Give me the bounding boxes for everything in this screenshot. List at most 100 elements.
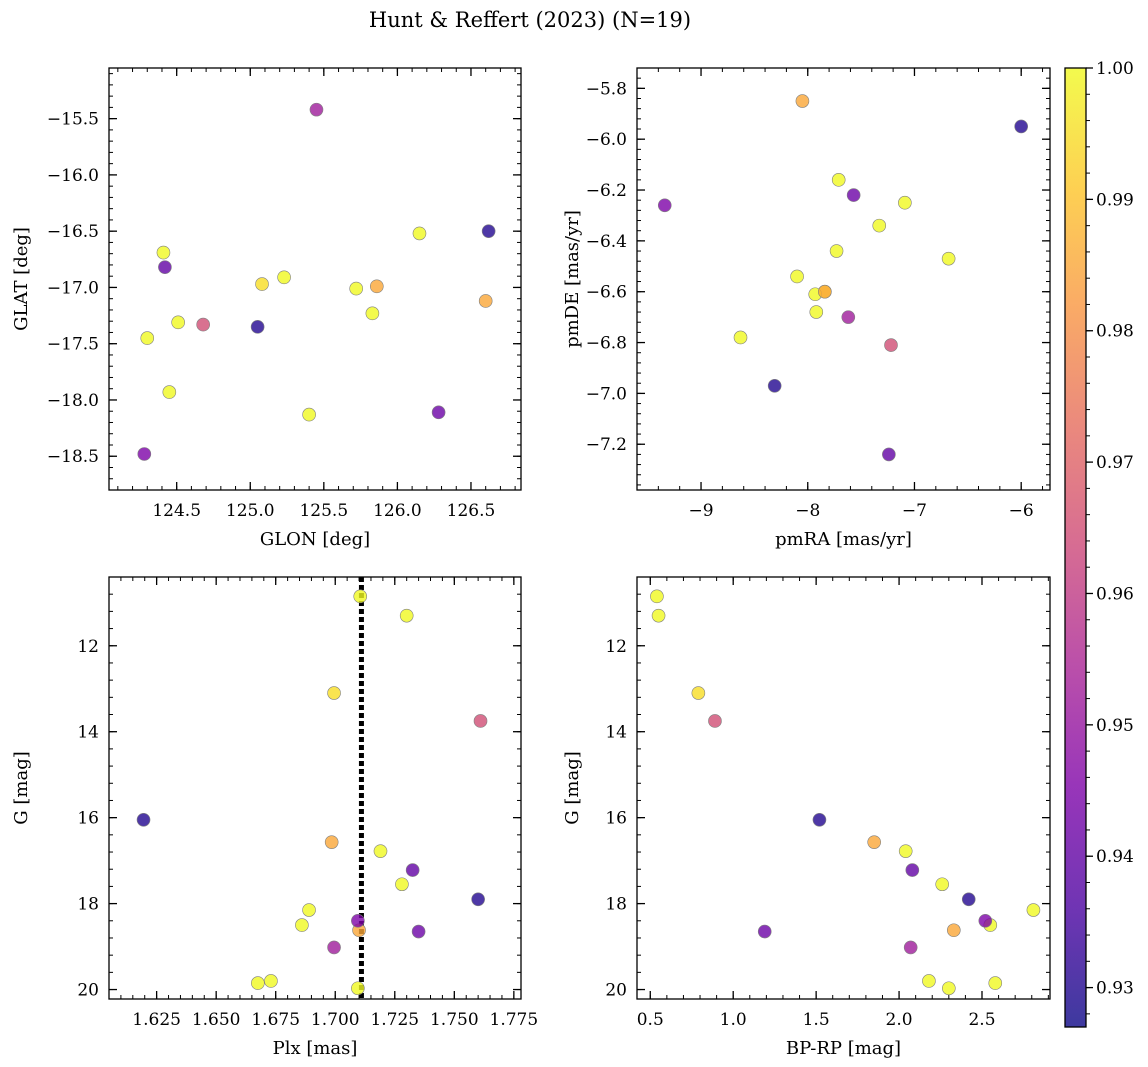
data-point xyxy=(431,405,446,420)
colorbar-tick-label: 0.98 xyxy=(1096,322,1134,342)
data-point xyxy=(1026,903,1041,917)
data-point xyxy=(795,94,810,108)
data-point xyxy=(905,863,920,877)
y-axis-label: G [mag] xyxy=(11,751,32,824)
x-tick-label: 125.5 xyxy=(299,501,348,521)
data-point xyxy=(651,608,666,623)
x-tick-label: 1.750 xyxy=(430,1010,479,1030)
x-tick-label: −8 xyxy=(795,501,820,521)
colorbar-frame xyxy=(1064,67,1087,1028)
panel-bprp-g-ticks xyxy=(637,576,1050,999)
data-point xyxy=(351,913,365,928)
data-point xyxy=(903,940,918,955)
data-point xyxy=(250,320,265,334)
x-tick-label: −7 xyxy=(902,501,927,521)
x-tick-label: 1.5 xyxy=(803,1010,830,1030)
data-point xyxy=(935,877,949,892)
data-point xyxy=(872,218,887,233)
data-point xyxy=(156,245,171,260)
data-point xyxy=(650,589,664,604)
data-point xyxy=(733,330,748,345)
x-tick-label: −9 xyxy=(688,501,713,521)
data-point xyxy=(137,447,152,461)
data-point xyxy=(324,835,339,849)
data-point xyxy=(809,305,824,319)
data-point xyxy=(922,974,936,988)
data-point xyxy=(264,974,278,988)
x-tick-label: 2.0 xyxy=(886,1010,913,1030)
data-point xyxy=(412,226,427,241)
data-point xyxy=(349,281,364,296)
data-point xyxy=(942,981,956,996)
colorbar-tick-label: 0.93 xyxy=(1096,979,1134,999)
panel-plx-g-points xyxy=(136,589,488,996)
colorbar-tick-label: 1.00 xyxy=(1096,59,1134,79)
data-point xyxy=(767,378,782,393)
data-point xyxy=(302,407,316,422)
y-tick-label: 16 xyxy=(77,809,99,829)
x-tick-label: 1.775 xyxy=(490,1010,539,1030)
data-point xyxy=(327,940,341,955)
x-tick-label: −6 xyxy=(1009,501,1034,521)
plot-frame xyxy=(636,67,1051,491)
data-point xyxy=(812,813,827,827)
data-point xyxy=(898,195,912,210)
data-point xyxy=(961,892,976,907)
data-point xyxy=(829,244,844,258)
colorbar-gradient xyxy=(1065,68,1086,1027)
y-tick-label: −5.8 xyxy=(586,79,627,99)
colorbar-tick-label: 0.94 xyxy=(1096,847,1134,867)
x-tick-label: 1.650 xyxy=(192,1010,241,1030)
y-tick-label: −16.5 xyxy=(47,222,99,242)
y-tick-label: 12 xyxy=(605,637,627,657)
data-point xyxy=(691,686,706,700)
data-point xyxy=(295,918,309,932)
panel-glon-glat-points xyxy=(137,102,496,461)
data-point xyxy=(867,835,881,849)
colorbar-tick-label: 0.99 xyxy=(1096,190,1134,210)
panel-bprp-g-points xyxy=(650,589,1041,996)
y-tick-label: 16 xyxy=(605,809,627,829)
y-axis-label: GLAT [deg] xyxy=(11,227,32,331)
y-tick-label: 20 xyxy=(77,981,99,1001)
y-tick-label: −6.8 xyxy=(586,334,627,354)
data-point xyxy=(302,903,316,917)
y-tick-label: −7.0 xyxy=(586,384,627,404)
panel-pmra-pmde-points xyxy=(657,94,1028,462)
data-point xyxy=(898,844,913,858)
panel-plx-g: 1.625 1.650 1.675 1.700 1.725 1.750 1.775 12 14 1… xyxy=(11,576,539,1059)
x-tick-label: 1.700 xyxy=(311,1010,360,1030)
data-point xyxy=(1014,119,1028,134)
x-tick-label: 125.0 xyxy=(226,501,275,521)
colorbar: 0.93 0.94 0.95 0.96 0.97 0.98 0.99 1.00 xyxy=(1064,59,1134,1028)
data-point xyxy=(365,306,380,321)
y-tick-label: −17.0 xyxy=(47,278,99,298)
x-axis-label: GLON [deg] xyxy=(260,529,370,550)
x-tick-label: 2.5 xyxy=(968,1010,995,1030)
panel-plx-g-ticks xyxy=(108,576,521,999)
plot-frame xyxy=(108,67,522,491)
panel-glon-glat: 124.5 125.0 125.5 126.0 126.5 −18.5 −18.0 −17.5… xyxy=(11,67,522,550)
x-tick-label: 126.5 xyxy=(447,501,496,521)
data-point xyxy=(481,224,496,238)
x-tick-label: 126.0 xyxy=(373,501,422,521)
data-point xyxy=(351,981,365,996)
data-point xyxy=(988,976,1003,990)
x-tick-label: 1.0 xyxy=(720,1010,747,1030)
data-point xyxy=(882,447,896,462)
panel-pmra-pmde-ticks xyxy=(636,67,1050,490)
x-axis-label: BP-RP [mag] xyxy=(786,1038,901,1059)
y-tick-label: −15.5 xyxy=(47,110,99,130)
y-tick-label: 18 xyxy=(77,895,99,915)
y-axis-label: G [mag] xyxy=(562,751,583,824)
data-point xyxy=(136,813,151,827)
y-tick-label: −6.0 xyxy=(586,130,627,150)
y-tick-label: −6.4 xyxy=(586,232,627,252)
data-point xyxy=(255,277,269,291)
data-point xyxy=(884,338,898,352)
data-point xyxy=(251,976,265,990)
data-point xyxy=(708,714,722,728)
data-point xyxy=(818,284,832,299)
data-point xyxy=(399,608,414,623)
